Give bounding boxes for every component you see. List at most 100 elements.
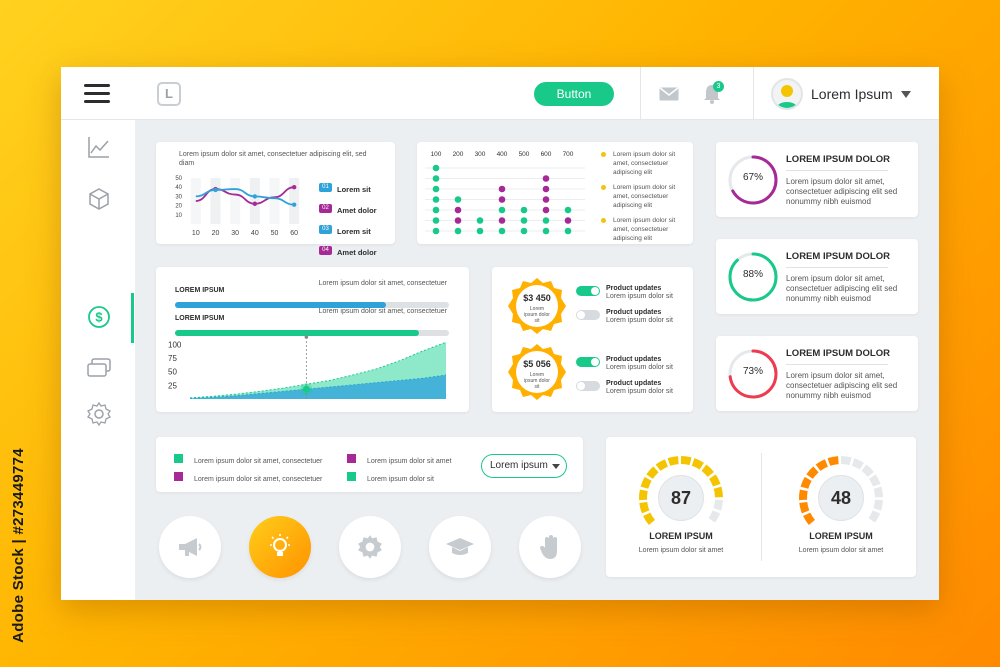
toggle-label-group: Product updates Lorem ipsum dolor sit [606,356,673,372]
svg-text:$: $ [95,310,103,325]
data-point [454,217,462,224]
note-text: Lorem ipsum dolor sit amet, consectetuer… [613,151,676,176]
data-point [432,217,440,224]
gauge-title: LOREM IPSUM [649,531,713,541]
stat-body: LOREM IPSUM DOLOR Lorem ipsum dolor sit … [786,154,911,207]
dot-chart-card: 100 200 300 400 500 600 700 Lorem ipsum dolor … [417,142,693,244]
x-tick-label: 40 [251,230,259,237]
stat-card: 88% LOREM IPSUM DOLOR Lorem ipsum dolor … [716,239,918,314]
toggle-label-group: Product updates Lorem ipsum dolor sit [606,285,673,301]
grid-column [210,178,221,224]
gauge-segment [701,464,714,478]
toggle-switch[interactable] [576,310,600,320]
x-tick-label: 100 [431,151,442,158]
dollar-icon[interactable]: $ [87,305,111,329]
avatar[interactable] [771,78,803,110]
progress-row: LOREM IPSUM Lorem ipsum dolor sit amet, … [175,279,449,308]
progress-row: LOREM IPSUM Lorem ipsum dolor sit amet, … [175,307,449,336]
legend-label: Amet dolor [337,206,377,215]
legend-text: Lorem ipsum dolor sit amet, consectetuer [194,476,323,483]
data-point [476,217,484,224]
chevron-down-icon[interactable] [552,464,560,469]
stat-card: 73% LOREM IPSUM DOLOR Lorem ipsum dolor … [716,336,918,411]
progress-fill [175,302,386,308]
logo: L [157,82,181,106]
data-point [498,206,506,214]
legend-item[interactable]: 01 Lorem sit [319,179,377,197]
x-tick-label: 500 [519,151,530,158]
data-point [476,227,484,235]
data-point [432,185,440,193]
gauge-segment [815,459,829,471]
data-point [213,187,218,193]
progress-track [175,330,449,336]
data-point [432,206,440,214]
megaphone-button[interactable] [159,516,221,578]
legend-item[interactable]: 02 Amet dolor [319,200,377,218]
progress-text: Lorem ipsum dolor sit amet, consectetuer [318,308,447,315]
price-value: $3 450 [523,293,551,303]
settings-icon[interactable] [87,402,111,426]
x-tick-label: 30 [231,230,239,237]
toggle-switch[interactable] [576,286,600,296]
toggle-title: Product updates [606,356,662,363]
price-badge: $5 056 Lorem ipsum dolor sit [508,343,566,401]
top-bar: L Button 3 Lorem Ipsum [61,67,939,120]
line-chart: 10 20 30 40 50 10 20 30 40 50 60 [175,176,300,237]
progress-track [175,302,449,308]
gauge-segment [643,512,656,525]
price-toggle-card: $3 450 Lorem ipsum dolor sit $5 056 Lore… [492,267,693,412]
x-tick-label: 400 [497,151,508,158]
gauge-segment [806,466,819,479]
gauge-segment [709,474,721,487]
toggle-text: Lorem ipsum dolor sit [606,388,673,395]
data-point [291,185,297,190]
primary-button[interactable]: Button [534,82,614,106]
grid-column [249,178,260,224]
education-button[interactable] [429,516,491,578]
gauge-segment [713,486,723,498]
hand-button[interactable] [519,516,581,578]
divider [761,453,762,561]
user-icon [777,85,797,108]
legend-item: Lorem ipsum dolor sit amet [347,450,451,468]
toggle-switch[interactable] [576,381,600,391]
user-name[interactable]: Lorem Ipsum [811,86,893,102]
lightbulb-button[interactable] [249,516,311,578]
y-tick-label: 30 [175,194,182,200]
progress-ring [728,252,778,302]
y-tick-label: 25 [168,381,177,390]
toggle-switch[interactable] [576,357,600,367]
settings-button[interactable] [339,516,401,578]
gauge-segment [708,510,721,523]
stat-text: Lorem ipsum dolor sit amet, consectetuer… [786,274,898,303]
gauge-segment [868,510,881,523]
hamburger-menu-icon[interactable] [84,84,110,104]
legend-swatch [174,454,183,464]
legend-item[interactable]: 04 Amet dolor [319,242,377,260]
note-text: Lorem ipsum dolor sit amet, consectetuer… [613,217,676,242]
y-tick-label: 50 [175,176,182,182]
gauge [639,456,723,525]
gauge-segment [667,456,679,466]
mail-icon[interactable] [659,87,679,101]
gauge-segment [873,486,883,498]
gauge-card: 87 LOREM IPSUM Lorem ipsum dolor sit ame… [606,437,916,577]
chevron-down-icon[interactable] [901,91,911,98]
data-point [520,217,528,224]
legend-item[interactable]: 03 Lorem sit [319,221,377,239]
note-bullet [601,152,606,157]
cube-icon[interactable] [87,187,111,211]
price-sub: Lorem ipsum dolor sit [524,306,550,324]
note-bullet [601,185,606,190]
data-point [432,196,440,203]
chart-icon[interactable] [87,135,111,159]
gauge-segment [691,458,704,470]
badge-shape [508,278,566,334]
legend-chip: 02 [319,204,332,214]
cards-icon[interactable] [87,356,111,380]
legend-text: Lorem ipsum dolor sit amet, consectetuer [194,458,323,465]
note-item: Lorem ipsum dolor sit amet, consectetuer… [599,150,689,177]
gauge-segment [840,456,852,466]
gauge-segment [639,501,650,514]
